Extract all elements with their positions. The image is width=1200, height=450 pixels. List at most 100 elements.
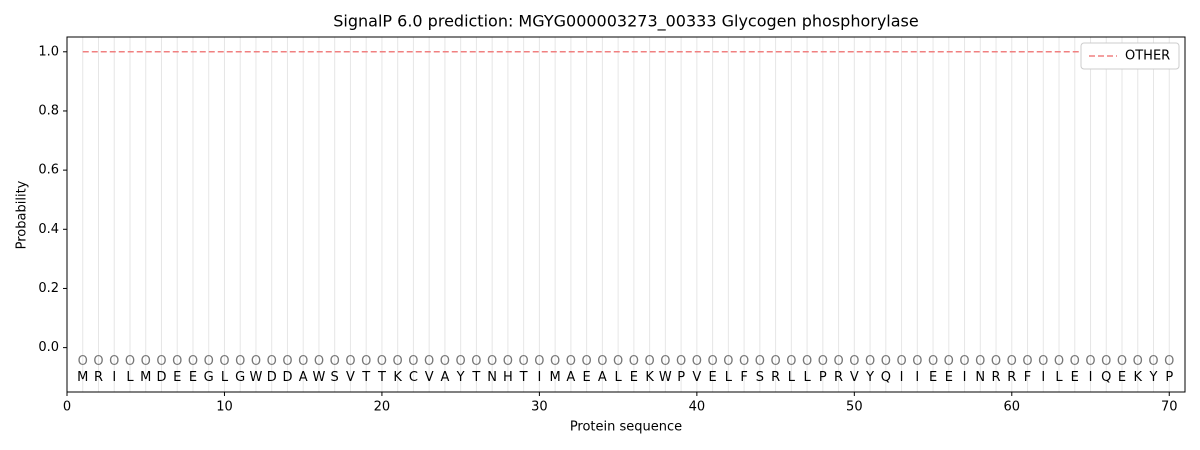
residue-label: L [725,370,733,385]
x-tick-label: 60 [1004,400,1021,415]
x-tick-label: 0 [63,400,71,415]
residue-label: I [1041,370,1045,385]
predicted-label: O [1007,354,1017,369]
residue-label: V [692,370,701,385]
predicted-label: O [424,354,434,369]
x-tick-label: 20 [374,400,391,415]
residue-label: T [519,370,528,385]
predicted-label: O [93,354,103,369]
y-tick-label: 0.0 [38,340,59,355]
residue-label: E [1071,370,1079,385]
y-tick-label: 0.4 [38,222,59,237]
predicted-label: O [503,354,513,369]
residue-label: N [487,370,497,385]
x-tick-label: 40 [689,400,706,415]
predicted-label: O [408,354,418,369]
residue-label: L [126,370,134,385]
predicted-label: O [298,354,308,369]
predicted-label: O [1148,354,1158,369]
residue-label: I [112,370,116,385]
predicted-label: O [1101,354,1111,369]
predicted-label: O [550,354,560,369]
predicted-label: O [1117,354,1127,369]
predicted-label: O [1038,354,1048,369]
predicted-label: O [818,354,828,369]
predicted-label: O [707,354,717,369]
residue-label: T [377,370,386,385]
residue-label: G [235,370,245,385]
residue-label: L [1055,370,1063,385]
predicted-label: O [534,354,544,369]
residue-label: E [583,370,591,385]
residue-label: V [850,370,859,385]
residue-label: I [900,370,904,385]
predicted-label: O [928,354,938,369]
predicted-label: O [471,354,481,369]
y-tick-label: 1.0 [38,44,59,59]
residue-label: R [771,370,780,385]
residue-label: M [140,370,151,385]
residue-label: N [975,370,985,385]
residue-label: V [346,370,355,385]
predicted-label: O [78,354,88,369]
predicted-label: O [172,354,182,369]
residue-label: E [708,370,716,385]
predicted-label: O [786,354,796,369]
predicted-label: O [1133,354,1143,369]
residue-label: E [173,370,181,385]
predicted-label: O [770,354,780,369]
residue-label: T [471,370,480,385]
predicted-label: O [219,354,229,369]
predicted-label: O [487,354,497,369]
residue-label: I [1089,370,1093,385]
predicted-label: O [723,354,733,369]
predicted-label: O [881,354,891,369]
residue-label: K [1133,370,1142,385]
x-tick-label: 30 [531,400,548,415]
residue-label: F [740,370,747,385]
residue-label: L [803,370,811,385]
residue-label: R [94,370,103,385]
residue-label: E [945,370,953,385]
residue-label: Q [1101,370,1111,385]
predicted-label: O [188,354,198,369]
residue-label: P [819,370,827,385]
x-tick-label: 70 [1161,400,1178,415]
predicted-label: O [393,354,403,369]
y-tick-label: 0.2 [38,281,59,296]
residue-label: I [915,370,919,385]
predicted-label: O [896,354,906,369]
residue-label: P [1165,370,1173,385]
residue-label: V [425,370,434,385]
predicted-label: O [519,354,529,369]
predicted-label: O [235,354,245,369]
predicted-label: O [141,354,151,369]
x-tick-label: 10 [216,400,233,415]
predicted-label: O [109,354,119,369]
residue-label: I [963,370,967,385]
predicted-label: O [314,354,324,369]
predicted-label: O [660,354,670,369]
residue-label: L [221,370,229,385]
x-tick-label: 50 [846,400,863,415]
residue-label: I [537,370,541,385]
x-axis-label: Protein sequence [570,420,682,435]
chart-title: SignalP 6.0 prediction: MGYG000003273_00… [333,12,918,32]
residue-label: E [189,370,197,385]
residue-label: S [756,370,764,385]
predicted-label: O [267,354,277,369]
predicted-label: O [991,354,1001,369]
predicted-label: O [692,354,702,369]
y-axis-label: Probability [15,180,30,249]
residue-label: A [598,370,607,385]
residue-label: A [566,370,575,385]
predicted-label: O [456,354,466,369]
plot-frame [66,36,1186,393]
predicted-label: O [156,354,166,369]
residue-label: R [992,370,1001,385]
residue-label: P [677,370,685,385]
predicted-label: O [251,354,261,369]
predicted-label: O [440,354,450,369]
